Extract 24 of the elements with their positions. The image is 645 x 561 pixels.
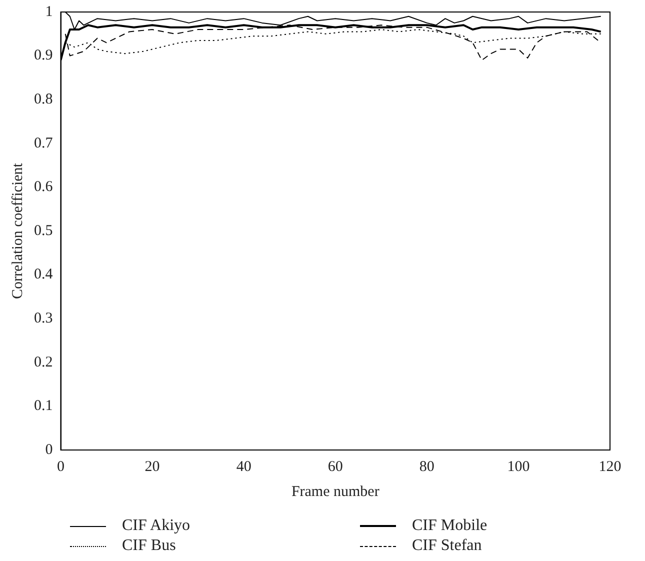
y-tick-label: 0.5 xyxy=(34,222,53,239)
x-tick-label: 100 xyxy=(507,458,530,475)
legend-label: CIF Akiyo xyxy=(122,517,190,535)
x-tick-label: 20 xyxy=(144,458,160,475)
x-tick-label: 80 xyxy=(419,458,434,475)
x-tick-label: 60 xyxy=(328,458,343,475)
y-tick-label: 0.6 xyxy=(34,179,54,196)
y-axis-title: Correlation coefficient xyxy=(10,162,26,299)
y-tick-label: 0.4 xyxy=(34,266,54,283)
y-tick-label: 0.8 xyxy=(34,92,53,108)
y-tick-label: 1 xyxy=(45,4,53,20)
y-tick-label: 0.3 xyxy=(34,310,53,327)
legend-label: CIF Stefan xyxy=(412,537,482,555)
x-tick-label: 40 xyxy=(236,458,252,475)
y-tick-label: 0.9 xyxy=(34,48,53,64)
y-tick-label: 0.7 xyxy=(34,135,54,152)
x-tick-label: 120 xyxy=(598,458,622,475)
x-tick-label: 0 xyxy=(57,458,64,475)
legend-label: CIF Mobile xyxy=(412,517,488,535)
legend-label: CIF Bus xyxy=(122,537,176,555)
y-tick-label: 0.2 xyxy=(34,354,53,370)
x-axis-title: Frame number xyxy=(291,484,380,500)
y-tick-label: 0 xyxy=(45,442,53,458)
y-tick-label: 0.1 xyxy=(34,398,53,414)
